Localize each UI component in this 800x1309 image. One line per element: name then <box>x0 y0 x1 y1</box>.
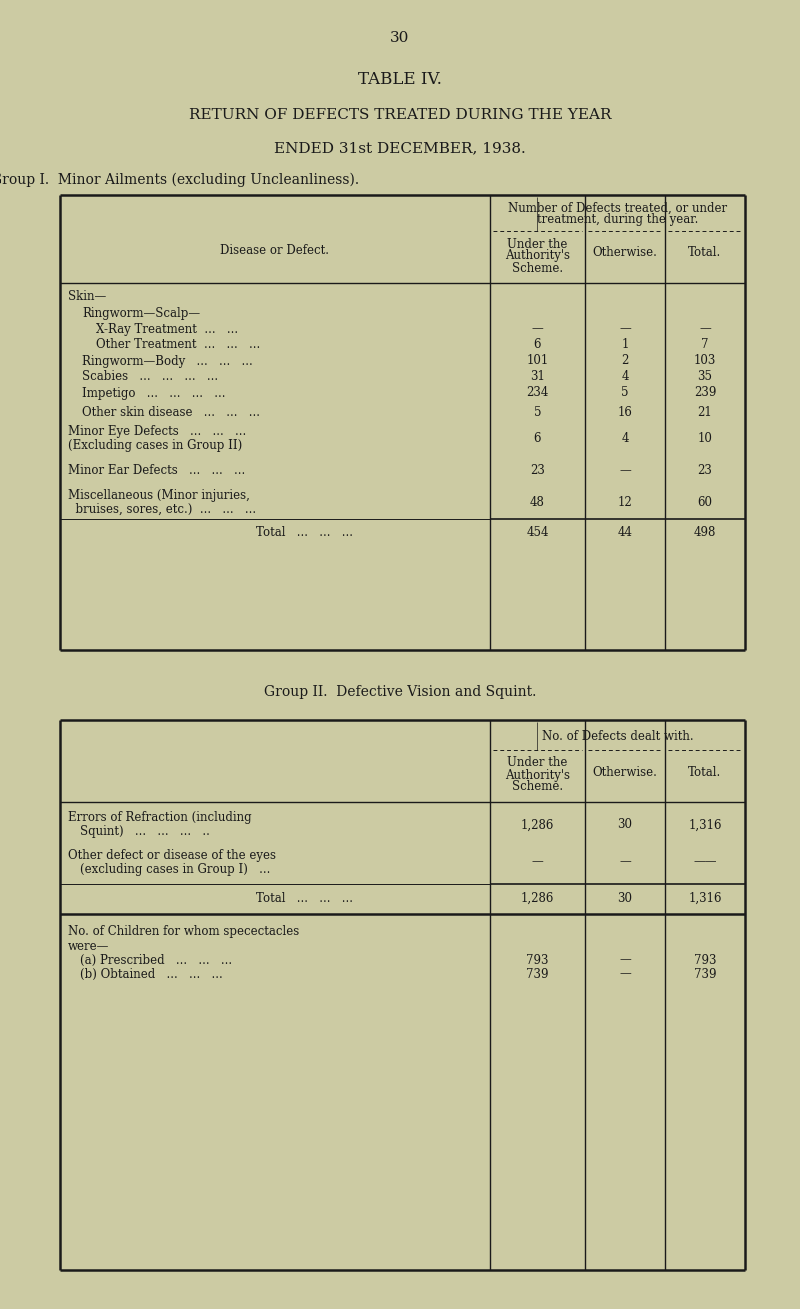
Text: Miscellaneous (Minor injuries,: Miscellaneous (Minor injuries, <box>68 488 250 501</box>
Text: Other skin disease   ...   ...   ...: Other skin disease ... ... ... <box>82 406 260 419</box>
Text: 1,286: 1,286 <box>521 818 554 831</box>
Text: Number of Defects treated, or under: Number of Defects treated, or under <box>508 202 727 215</box>
Text: were—: were— <box>68 940 110 953</box>
Text: (Excluding cases in Group II): (Excluding cases in Group II) <box>68 439 242 452</box>
Text: 16: 16 <box>618 406 633 419</box>
Text: Minor Eye Defects   ...   ...   ...: Minor Eye Defects ... ... ... <box>68 424 246 437</box>
Text: Group II.  Defective Vision and Squint.: Group II. Defective Vision and Squint. <box>264 685 536 699</box>
Text: 30: 30 <box>390 31 410 45</box>
Text: 12: 12 <box>618 496 632 508</box>
Text: 1,316: 1,316 <box>688 891 722 905</box>
Text: Total.: Total. <box>688 246 722 259</box>
Text: —: — <box>699 322 711 335</box>
Text: Other Treatment  ...   ...   ...: Other Treatment ... ... ... <box>96 339 260 352</box>
Text: Under the: Under the <box>507 237 568 250</box>
Text: No. of Defects dealt with.: No. of Defects dealt with. <box>542 729 694 742</box>
Text: 239: 239 <box>694 386 716 399</box>
Text: 2: 2 <box>622 355 629 368</box>
Text: 1,286: 1,286 <box>521 891 554 905</box>
Text: No. of Children for whom specectacles: No. of Children for whom specectacles <box>68 925 299 939</box>
Text: Scheme.: Scheme. <box>512 262 563 275</box>
Text: 6: 6 <box>534 432 542 445</box>
Text: 6: 6 <box>534 339 542 352</box>
Text: RETURN OF DEFECTS TREATED DURING THE YEAR: RETURN OF DEFECTS TREATED DURING THE YEA… <box>189 109 611 122</box>
Text: Under the: Under the <box>507 757 568 770</box>
Text: Total.: Total. <box>688 766 722 779</box>
Text: —: — <box>619 322 631 335</box>
Text: 30: 30 <box>618 818 633 831</box>
Text: 7: 7 <box>702 339 709 352</box>
Text: 103: 103 <box>694 355 716 368</box>
Text: 793: 793 <box>526 953 549 966</box>
Text: bruises, sores, etc.)  ...   ...   ...: bruises, sores, etc.) ... ... ... <box>68 503 256 516</box>
Text: 60: 60 <box>698 496 713 508</box>
Text: 1: 1 <box>622 339 629 352</box>
Text: Authority's: Authority's <box>505 768 570 781</box>
Text: Total   ...   ...   ...: Total ... ... ... <box>257 891 354 905</box>
Text: 5: 5 <box>534 406 542 419</box>
Text: Group I.  Minor Ailments (excluding Uncleanliness).: Group I. Minor Ailments (excluding Uncle… <box>0 173 359 187</box>
Text: 4: 4 <box>622 370 629 384</box>
Text: 234: 234 <box>526 386 549 399</box>
Text: 44: 44 <box>618 526 633 539</box>
Text: 101: 101 <box>526 355 549 368</box>
Text: Otherwise.: Otherwise. <box>593 766 658 779</box>
Text: (a) Prescribed   ...   ...   ...: (a) Prescribed ... ... ... <box>80 953 232 966</box>
Text: 21: 21 <box>698 406 712 419</box>
Text: Total   ...   ...   ...: Total ... ... ... <box>257 526 354 539</box>
Text: —: — <box>619 967 631 980</box>
Text: 739: 739 <box>694 967 716 980</box>
Text: Squint)   ...   ...   ...   ..: Squint) ... ... ... .. <box>80 826 210 839</box>
Text: Ringworm—Body   ...   ...   ...: Ringworm—Body ... ... ... <box>82 355 253 368</box>
Text: Ringworm—Scalp—: Ringworm—Scalp— <box>82 306 200 319</box>
Text: 1,316: 1,316 <box>688 818 722 831</box>
Text: Disease or Defect.: Disease or Defect. <box>221 245 330 258</box>
Text: 35: 35 <box>698 370 713 384</box>
Text: (excluding cases in Group I)   ...: (excluding cases in Group I) ... <box>80 863 270 876</box>
Text: ——: —— <box>694 856 717 868</box>
Text: 4: 4 <box>622 432 629 445</box>
Text: Other defect or disease of the eyes: Other defect or disease of the eyes <box>68 850 276 863</box>
Text: 739: 739 <box>526 967 549 980</box>
Text: 23: 23 <box>698 465 713 478</box>
Text: treatment, during the year.: treatment, during the year. <box>537 213 698 226</box>
Text: 454: 454 <box>526 526 549 539</box>
Text: 793: 793 <box>694 953 716 966</box>
Text: Impetigo   ...   ...   ...   ...: Impetigo ... ... ... ... <box>82 386 226 399</box>
Text: 10: 10 <box>698 432 713 445</box>
Text: Minor Ear Defects   ...   ...   ...: Minor Ear Defects ... ... ... <box>68 465 246 478</box>
Text: 498: 498 <box>694 526 716 539</box>
Text: ENDED 31st DECEMBER, 1938.: ENDED 31st DECEMBER, 1938. <box>274 141 526 154</box>
Text: Scabies   ...   ...   ...   ...: Scabies ... ... ... ... <box>82 370 218 384</box>
Text: Otherwise.: Otherwise. <box>593 246 658 259</box>
Text: 48: 48 <box>530 496 545 508</box>
Text: 31: 31 <box>530 370 545 384</box>
Text: Scheme.: Scheme. <box>512 780 563 793</box>
Text: —: — <box>532 856 543 868</box>
Text: (b) Obtained   ...   ...   ...: (b) Obtained ... ... ... <box>80 967 222 980</box>
Text: —: — <box>532 322 543 335</box>
Text: X-Ray Treatment  ...   ...: X-Ray Treatment ... ... <box>96 322 238 335</box>
Text: Skin—: Skin— <box>68 289 106 302</box>
Text: —: — <box>619 953 631 966</box>
Text: 5: 5 <box>622 386 629 399</box>
Text: Errors of Refraction (including: Errors of Refraction (including <box>68 812 252 825</box>
Text: —: — <box>619 465 631 478</box>
Text: Authority's: Authority's <box>505 250 570 263</box>
Text: —: — <box>619 856 631 868</box>
Text: 23: 23 <box>530 465 545 478</box>
Text: TABLE IV.: TABLE IV. <box>358 72 442 89</box>
Text: 30: 30 <box>618 891 633 905</box>
